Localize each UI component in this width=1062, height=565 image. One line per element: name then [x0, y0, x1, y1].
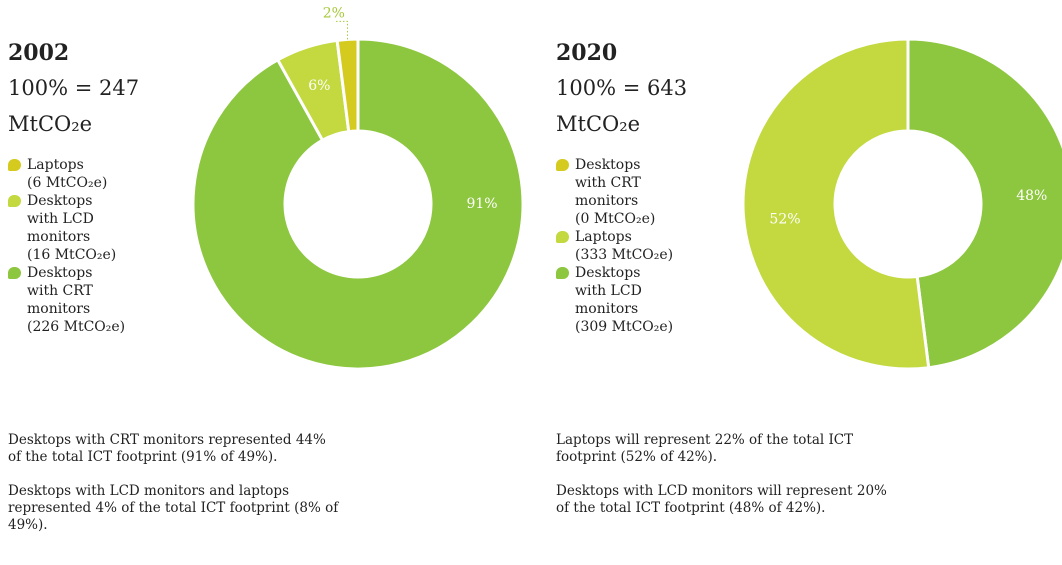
legend-label: Desktops with CRT monitors: [27, 265, 93, 317]
panel-subtitle: 100% = 643: [556, 76, 688, 100]
panel-unit: MtCO₂e: [556, 112, 641, 136]
value-label: 52%: [769, 212, 800, 228]
panel-unit: MtCO₂e: [8, 112, 93, 136]
legend-item: Desktops with LCD monitors (16 MtCO₂e): [8, 192, 126, 264]
legend-label: Laptops: [27, 157, 84, 173]
panel-title: 2002: [8, 40, 70, 66]
value-label: 2%: [323, 5, 345, 21]
note: Desktops with LCD monitors will represen…: [556, 483, 887, 516]
legend-label: Desktops with LCD monitors: [27, 193, 94, 245]
legend-item: Desktops with LCD monitors (309 MtCO₂e): [556, 264, 674, 336]
value-label: 91%: [466, 196, 497, 212]
legend-item: Laptops (333 MtCO₂e): [556, 228, 674, 264]
legend-item: Laptops (6 MtCO₂e): [8, 156, 126, 192]
legend-amount: (309 MtCO₂e): [575, 319, 674, 335]
value-label: 48%: [1016, 188, 1047, 204]
legend-amount: (0 MtCO₂e): [575, 211, 656, 227]
legend-amount: (226 MtCO₂e): [27, 319, 126, 335]
legend-label: Laptops: [575, 229, 632, 245]
legend-swatch: [8, 159, 21, 171]
donut-segment: [335, 37, 360, 134]
legend-swatch: [8, 195, 21, 207]
legend: Laptops (6 MtCO₂e) Desktops with LCD monit…: [8, 156, 126, 336]
legend-swatch: [8, 267, 21, 279]
legend-swatch: [556, 159, 569, 171]
note: Desktops with CRT monitors represented 4…: [8, 432, 326, 465]
legend-swatch: [556, 231, 569, 243]
legend-amount: (6 MtCO₂e): [27, 175, 108, 191]
legend-amount: (333 MtCO₂e): [575, 247, 674, 263]
legend-item: Desktops with CRT monitors (226 MtCO₂e): [8, 264, 126, 336]
panel-subtitle: 100% = 247: [8, 76, 140, 100]
donut-segment: [741, 37, 931, 371]
notes: Desktops with CRT monitors represented 4…: [8, 432, 343, 551]
legend-amount: (16 MtCO₂e): [27, 247, 117, 263]
leader-line: [333, 20, 349, 40]
donut-segment: [191, 37, 525, 371]
note: Laptops will represent 22% of the total …: [556, 432, 854, 465]
legend-swatch: [556, 267, 569, 279]
legend: Desktops with CRT monitors (0 MtCO₂e) Lapt…: [556, 156, 674, 336]
panel-title: 2020: [556, 40, 618, 66]
legend-label: Desktops with LCD monitors: [575, 265, 642, 317]
donut-segment: [906, 37, 1062, 370]
legend-label: Desktops with CRT monitors: [575, 157, 641, 209]
notes: Laptops will represent 22% of the total …: [556, 432, 891, 534]
note: Desktops with LCD monitors and laptops r…: [8, 483, 339, 533]
value-label: 6%: [308, 78, 330, 94]
legend-item: Desktops with CRT monitors (0 MtCO₂e): [556, 156, 674, 228]
